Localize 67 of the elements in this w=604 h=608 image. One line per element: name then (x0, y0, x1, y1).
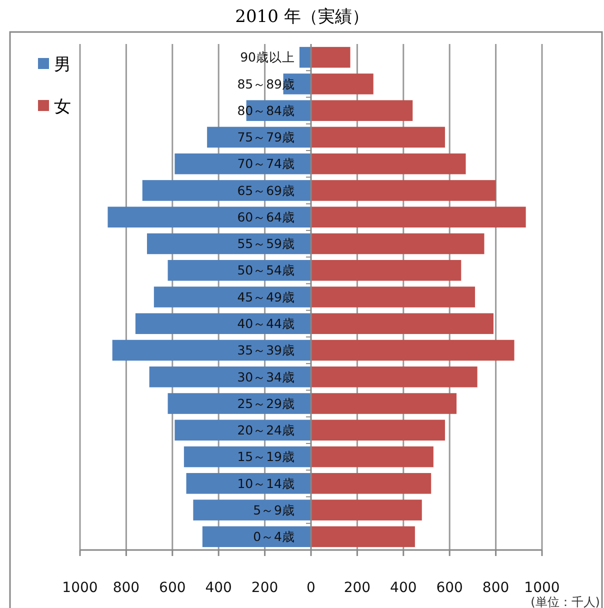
bar (186, 473, 311, 494)
bar (168, 393, 311, 414)
bar (299, 46, 311, 68)
bar (311, 286, 476, 308)
y-tick-label: 0～4歳 (253, 529, 295, 544)
x-tick-label: 800 (482, 580, 510, 596)
y-tick-label: 20～24歳 (237, 422, 295, 438)
bar (311, 313, 494, 334)
y-tick-label: 75～79歳 (237, 130, 295, 145)
legend-label: 女 (54, 96, 71, 117)
bar (112, 340, 311, 361)
x-tick-label: 1000 (524, 580, 560, 596)
bar (311, 526, 415, 548)
y-tick-label: 40～44歳 (237, 316, 295, 332)
y-tick-label: 55～59歳 (237, 236, 295, 252)
bar (311, 126, 445, 148)
y-tick-label: 60～64歳 (237, 209, 295, 224)
bar (149, 366, 311, 388)
x-tick-label: 400 (390, 580, 417, 596)
x-tick-label: 600 (436, 580, 463, 596)
y-tick-label: 25～29歳 (237, 396, 295, 411)
bar (311, 446, 434, 468)
bar (311, 180, 496, 201)
bar (311, 420, 445, 441)
bar (311, 366, 478, 388)
y-tick-label: 35～39歳 (237, 342, 295, 358)
bar (184, 446, 311, 468)
bar (108, 206, 311, 228)
x-tick-label: 200 (251, 580, 278, 596)
y-tick-label: 5～9歳 (253, 502, 295, 518)
x-tick-label: 200 (344, 580, 371, 596)
x-tick-label: 1000 (62, 580, 98, 596)
bar (311, 340, 514, 361)
legend-label: 男 (54, 54, 71, 75)
bar (311, 393, 457, 414)
y-tick-label: 90歳以上 (240, 50, 295, 65)
bar (142, 180, 311, 201)
y-tick-label: 15～19歳 (237, 449, 295, 464)
bar (174, 153, 311, 174)
bar (311, 500, 422, 520)
bar (168, 260, 311, 281)
x-tick-label: 0 (306, 580, 316, 596)
bar (135, 313, 311, 334)
bar (146, 233, 311, 254)
bar (202, 526, 311, 548)
y-tick-label: 45～49歳 (237, 289, 295, 304)
bar (311, 153, 466, 174)
y-tick-label: 10～14歳 (237, 476, 295, 491)
y-tick-label: 50～54歳 (237, 262, 295, 278)
bar (193, 500, 311, 520)
bar (311, 233, 484, 254)
x-tick-label: 800 (112, 580, 140, 596)
text: (単位：千人) (530, 595, 600, 608)
y-tick-label: 70～74歳 (237, 156, 295, 172)
x-tick-label: 600 (159, 580, 186, 596)
bar (311, 46, 350, 68)
bar (311, 100, 413, 121)
x-tick-label: 400 (205, 580, 232, 596)
bar (174, 420, 311, 441)
bar (311, 260, 462, 281)
y-tick-label: 30～34歳 (237, 369, 295, 384)
bar (311, 473, 432, 494)
bar (154, 286, 311, 308)
chart-title: 2010 年（実績） (235, 7, 369, 27)
bar (311, 206, 526, 228)
y-tick-label: 65～69歳 (237, 182, 295, 198)
bar (311, 74, 374, 94)
